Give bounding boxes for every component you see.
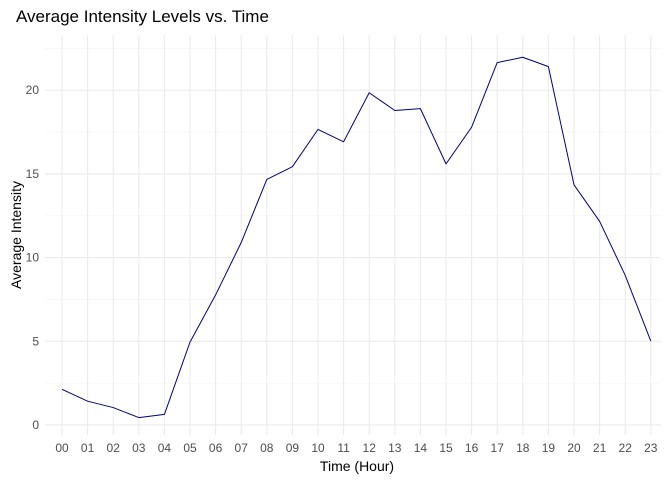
x-tick-label: 19 xyxy=(542,441,556,455)
x-tick-label: 02 xyxy=(107,441,121,455)
x-tick-label: 01 xyxy=(81,441,95,455)
x-tick-label: 04 xyxy=(158,441,172,455)
x-axis-title: Time (Hour) xyxy=(320,458,394,474)
x-tick-label: 06 xyxy=(209,441,223,455)
x-tick-label: 03 xyxy=(132,441,146,455)
x-tick-label: 23 xyxy=(644,441,658,455)
x-tick-label: 18 xyxy=(516,441,530,455)
grid xyxy=(45,35,661,435)
x-tick-label: 10 xyxy=(311,441,325,455)
y-tick-label: 20 xyxy=(26,83,40,97)
x-tick-label: 15 xyxy=(439,441,453,455)
x-tick-label: 13 xyxy=(388,441,402,455)
x-tick-label: 20 xyxy=(567,441,581,455)
x-tick-label: 21 xyxy=(593,441,607,455)
x-tick-label: 00 xyxy=(55,441,69,455)
x-tick-label: 08 xyxy=(260,441,274,455)
y-axis-title: Average Intensity xyxy=(8,181,24,289)
x-tick-label: 12 xyxy=(363,441,377,455)
x-tick-label: 09 xyxy=(286,441,300,455)
y-tick-label: 10 xyxy=(26,251,40,265)
y-axis-ticks: 0 5 10 15 20 xyxy=(26,83,40,432)
x-tick-label: 22 xyxy=(619,441,633,455)
y-tick-label: 15 xyxy=(26,167,40,181)
x-tick-label: 16 xyxy=(465,441,479,455)
y-tick-label: 5 xyxy=(32,334,39,348)
x-tick-label: 17 xyxy=(491,441,505,455)
x-tick-label: 11 xyxy=(337,441,350,455)
x-axis-ticks: 00 01 02 03 04 05 06 07 08 09 10 11 12 13 14 15 16 17 18 19… xyxy=(55,441,657,455)
chart-title: Average Intensity Levels vs. Time xyxy=(16,7,269,26)
y-tick-label: 0 xyxy=(32,418,39,432)
x-tick-label: 14 xyxy=(414,441,428,455)
x-tick-label: 05 xyxy=(183,441,197,455)
x-tick-label: 07 xyxy=(235,441,249,455)
series-line xyxy=(61,56,652,419)
